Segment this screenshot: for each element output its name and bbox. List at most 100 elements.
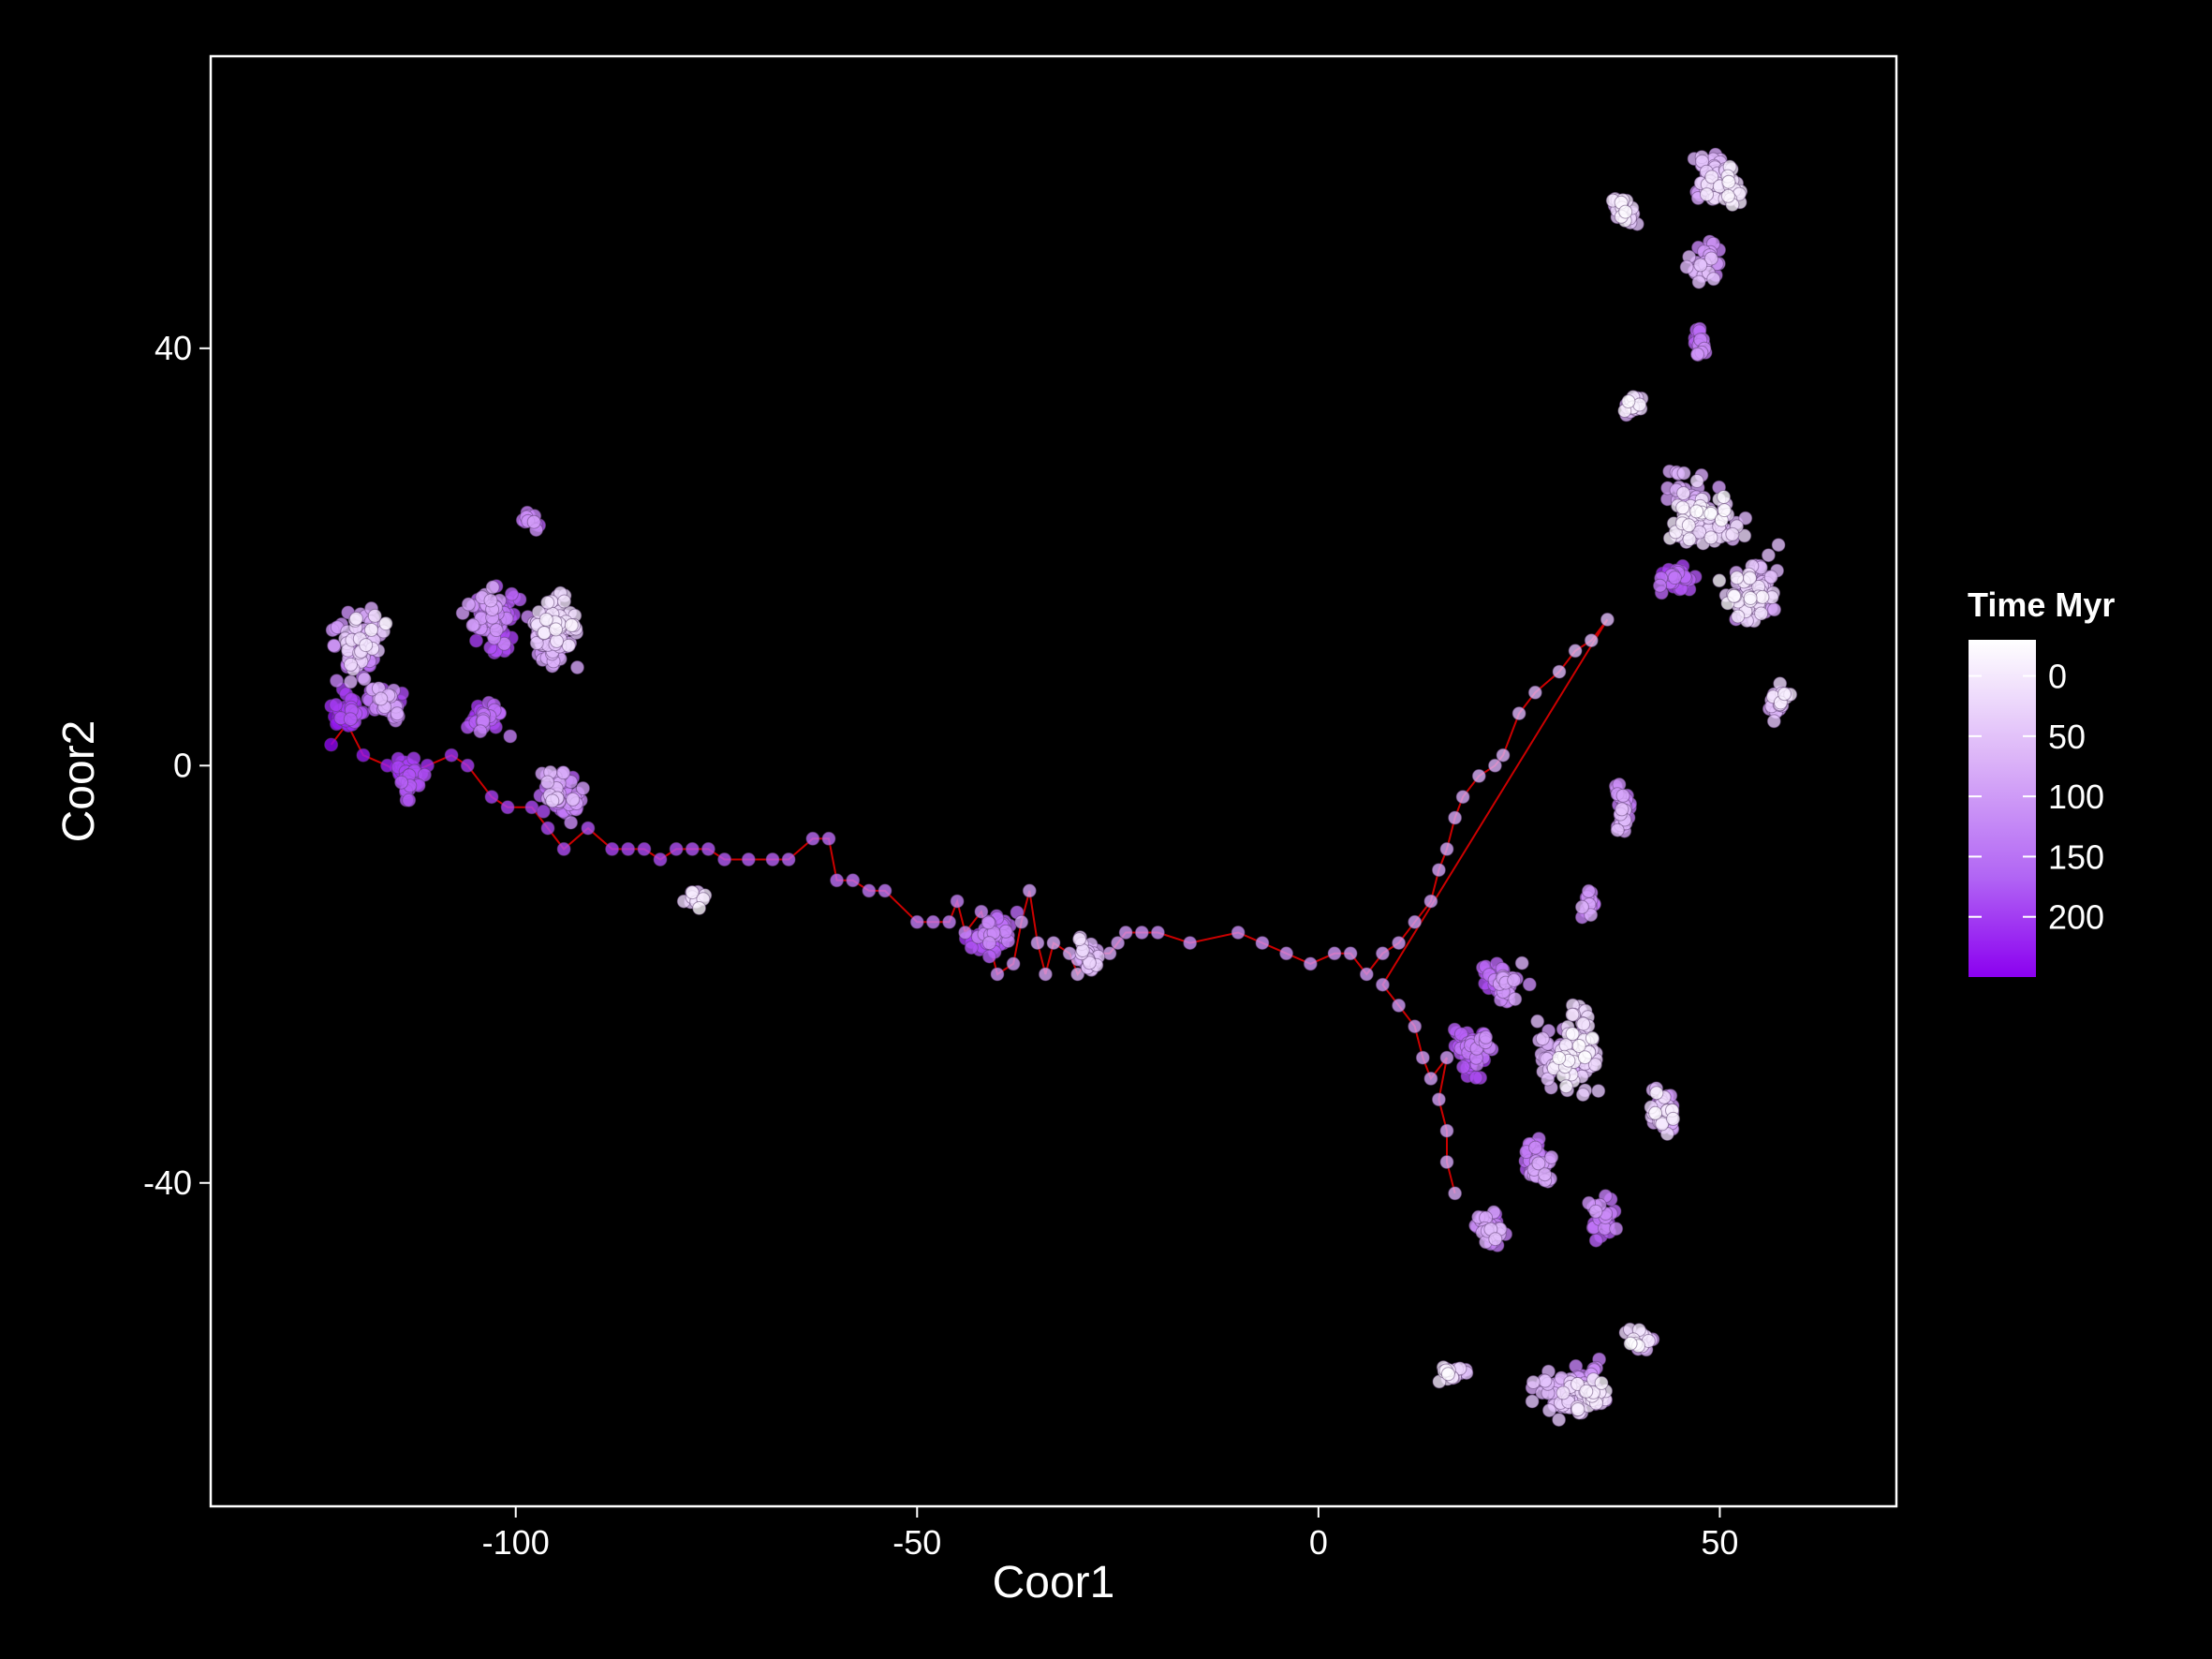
data-point <box>1118 926 1133 940</box>
data-point <box>537 626 552 640</box>
y-tick-label: 0 <box>173 746 192 784</box>
data-point <box>1552 1051 1567 1065</box>
data-point <box>526 514 541 529</box>
y-tick-label: -40 <box>143 1163 192 1202</box>
data-point <box>1408 914 1423 929</box>
data-point <box>324 737 339 752</box>
data-point <box>1439 1123 1454 1138</box>
x-tick-label: -100 <box>482 1523 550 1562</box>
data-point <box>1666 1111 1681 1126</box>
data-point <box>536 804 551 819</box>
data-point <box>483 593 498 608</box>
data-point <box>402 792 417 807</box>
data-point <box>1767 602 1782 617</box>
data-point <box>1508 992 1523 1007</box>
data-point <box>1541 1403 1556 1418</box>
data-point <box>1343 946 1358 961</box>
data-point <box>1538 1373 1553 1388</box>
data-point <box>1777 687 1792 702</box>
data-point <box>556 841 571 856</box>
data-point <box>406 751 421 766</box>
legend-title: Time Myr <box>1968 585 2115 624</box>
data-point <box>692 901 707 915</box>
data-point <box>1700 187 1714 202</box>
data-point <box>1487 758 1502 773</box>
data-point <box>550 633 564 648</box>
trajectory-line <box>330 618 1609 1194</box>
data-point <box>1528 1140 1543 1155</box>
data-point <box>1761 548 1776 563</box>
data-point <box>1574 899 1589 914</box>
data-point <box>461 597 476 612</box>
data-point <box>1526 1375 1541 1389</box>
data-point <box>1682 532 1697 547</box>
data-point <box>981 915 995 930</box>
data-point <box>741 852 756 867</box>
data-point <box>1588 1233 1603 1248</box>
x-axis-title: Coor1 <box>993 1558 1115 1607</box>
data-point <box>1731 609 1746 624</box>
data-points <box>324 147 1798 1428</box>
data-point <box>669 841 684 856</box>
data-point <box>465 618 480 632</box>
data-point <box>545 793 560 808</box>
data-point <box>1468 1070 1483 1085</box>
data-point <box>394 775 409 790</box>
data-point <box>359 638 374 653</box>
data-point <box>1703 530 1718 545</box>
data-point <box>950 894 965 909</box>
data-point <box>390 706 405 721</box>
data-point <box>1375 946 1390 961</box>
data-point <box>1581 883 1596 898</box>
data-point <box>1231 926 1246 940</box>
legend-tick-label: 150 <box>2048 837 2104 876</box>
y-tick-label: 40 <box>155 329 192 367</box>
data-point <box>1743 570 1757 585</box>
data-point <box>942 914 957 929</box>
data-point <box>717 852 732 867</box>
data-point <box>561 638 576 653</box>
data-point <box>1038 967 1053 982</box>
data-point <box>1689 504 1704 519</box>
data-point <box>484 790 499 805</box>
data-point <box>1743 591 1758 605</box>
data-point <box>1679 259 1694 274</box>
data-point <box>489 623 504 638</box>
data-point <box>1072 932 1087 947</box>
data-point <box>1615 802 1630 817</box>
data-point <box>1456 1059 1470 1074</box>
data-point <box>1514 955 1529 970</box>
data-point <box>330 674 344 689</box>
data-point <box>1703 251 1718 266</box>
data-point <box>1496 748 1511 763</box>
data-point <box>1431 1092 1446 1107</box>
data-point <box>503 729 518 744</box>
data-point <box>1649 1086 1664 1101</box>
data-point <box>1014 914 1029 929</box>
data-point <box>1675 500 1690 515</box>
data-point <box>1440 1367 1455 1382</box>
data-point <box>566 792 581 807</box>
trajectory-path <box>330 618 1609 1194</box>
data-point <box>1423 1071 1438 1086</box>
data-point <box>529 636 544 650</box>
data-point <box>653 852 668 867</box>
data-point <box>1717 490 1732 504</box>
data-point <box>765 852 780 867</box>
data-point <box>1488 1232 1503 1247</box>
data-point <box>1522 977 1537 992</box>
data-point <box>700 841 715 856</box>
data-point <box>1327 946 1342 961</box>
data-point <box>998 924 1013 939</box>
data-point <box>1538 1167 1553 1182</box>
data-point <box>1255 936 1270 951</box>
data-point <box>1587 1058 1602 1073</box>
data-point <box>1584 908 1599 923</box>
data-point <box>1552 664 1567 679</box>
data-point <box>538 612 553 627</box>
data-point <box>1392 998 1407 1013</box>
data-point <box>1423 894 1438 909</box>
data-point <box>821 831 836 846</box>
data-point <box>1082 955 1097 970</box>
data-point <box>1279 946 1294 961</box>
